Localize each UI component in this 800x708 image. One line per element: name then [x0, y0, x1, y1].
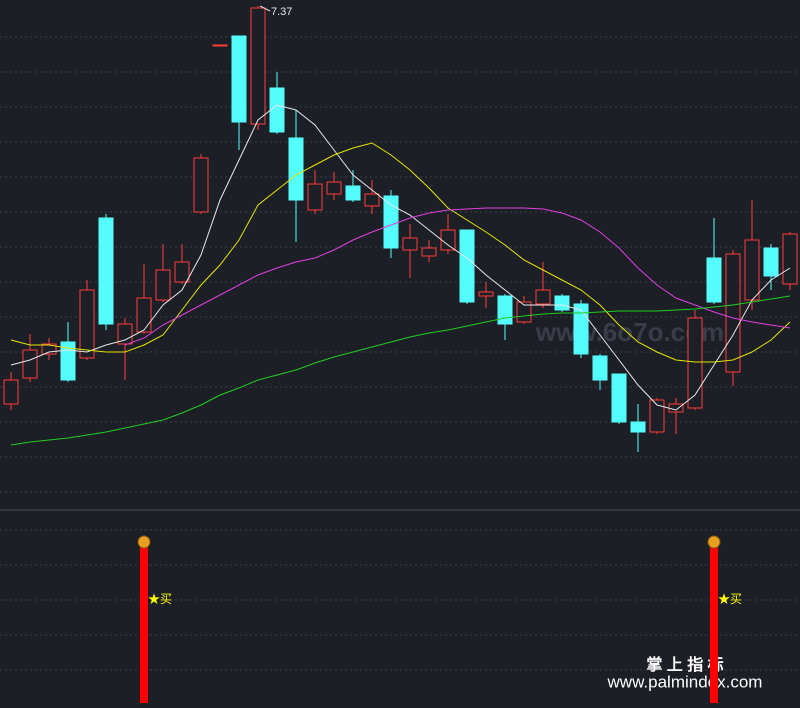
signal-icon: [707, 535, 721, 549]
candle-body: [497, 295, 513, 325]
candle-body: [117, 323, 133, 345]
candle-body: [364, 193, 380, 207]
candle-body: [136, 297, 152, 333]
signal-label: ★买: [148, 592, 172, 606]
candle-body: [554, 295, 570, 311]
high-arrow: [259, 5, 271, 12]
candle-body: [79, 289, 95, 359]
candle-body: [763, 247, 779, 277]
candle-body: [22, 349, 38, 379]
candle-body: [3, 379, 19, 405]
candle-body: [41, 343, 57, 355]
candle-body: [744, 239, 760, 301]
ma-line: [10, 104, 791, 411]
candle-body: [288, 137, 304, 201]
candle-body: [535, 289, 551, 305]
candle-body: [687, 317, 703, 409]
candle-body: [782, 233, 798, 285]
candle-body: [231, 35, 247, 123]
candle-body: [725, 253, 741, 373]
ma-line: [10, 295, 791, 446]
signal-bar: [710, 545, 718, 703]
ma-line: [10, 142, 791, 363]
signal-icon: [137, 535, 151, 549]
candle-body: [611, 373, 627, 423]
candle-body: [307, 183, 323, 211]
grid: [0, 36, 800, 671]
candle-body: [516, 301, 532, 323]
candle-body: [60, 341, 76, 381]
candle-body: [573, 303, 589, 355]
candle-body: [630, 421, 646, 433]
candle-body: [155, 269, 171, 301]
candle-body: [174, 261, 190, 283]
ma-line: [124, 207, 791, 346]
candle-body: [478, 291, 494, 297]
candle-body: [345, 185, 361, 201]
candle-body: [592, 355, 608, 381]
candle-body: [269, 87, 285, 133]
candle-body: [440, 229, 456, 251]
candle-body: [326, 181, 342, 195]
candle-body: [212, 44, 228, 47]
candle-body: [706, 257, 722, 303]
watermark: 掌 上 指 标: [646, 655, 723, 674]
signal-label: ★买: [718, 592, 742, 606]
candle-body: [649, 399, 665, 433]
candle-body: [668, 403, 684, 413]
candle-body: [459, 229, 475, 303]
watermark: www.palmindex.com: [607, 672, 763, 691]
candle-body: [383, 195, 399, 249]
candle-body: [98, 217, 114, 325]
candle-body: [250, 7, 266, 125]
high-label: 7.37: [271, 6, 292, 18]
candle-body: [193, 157, 209, 213]
candle-body: [402, 237, 418, 251]
signal-bar: [140, 545, 148, 703]
candle-body: [421, 247, 437, 257]
candles: [3, 6, 798, 452]
